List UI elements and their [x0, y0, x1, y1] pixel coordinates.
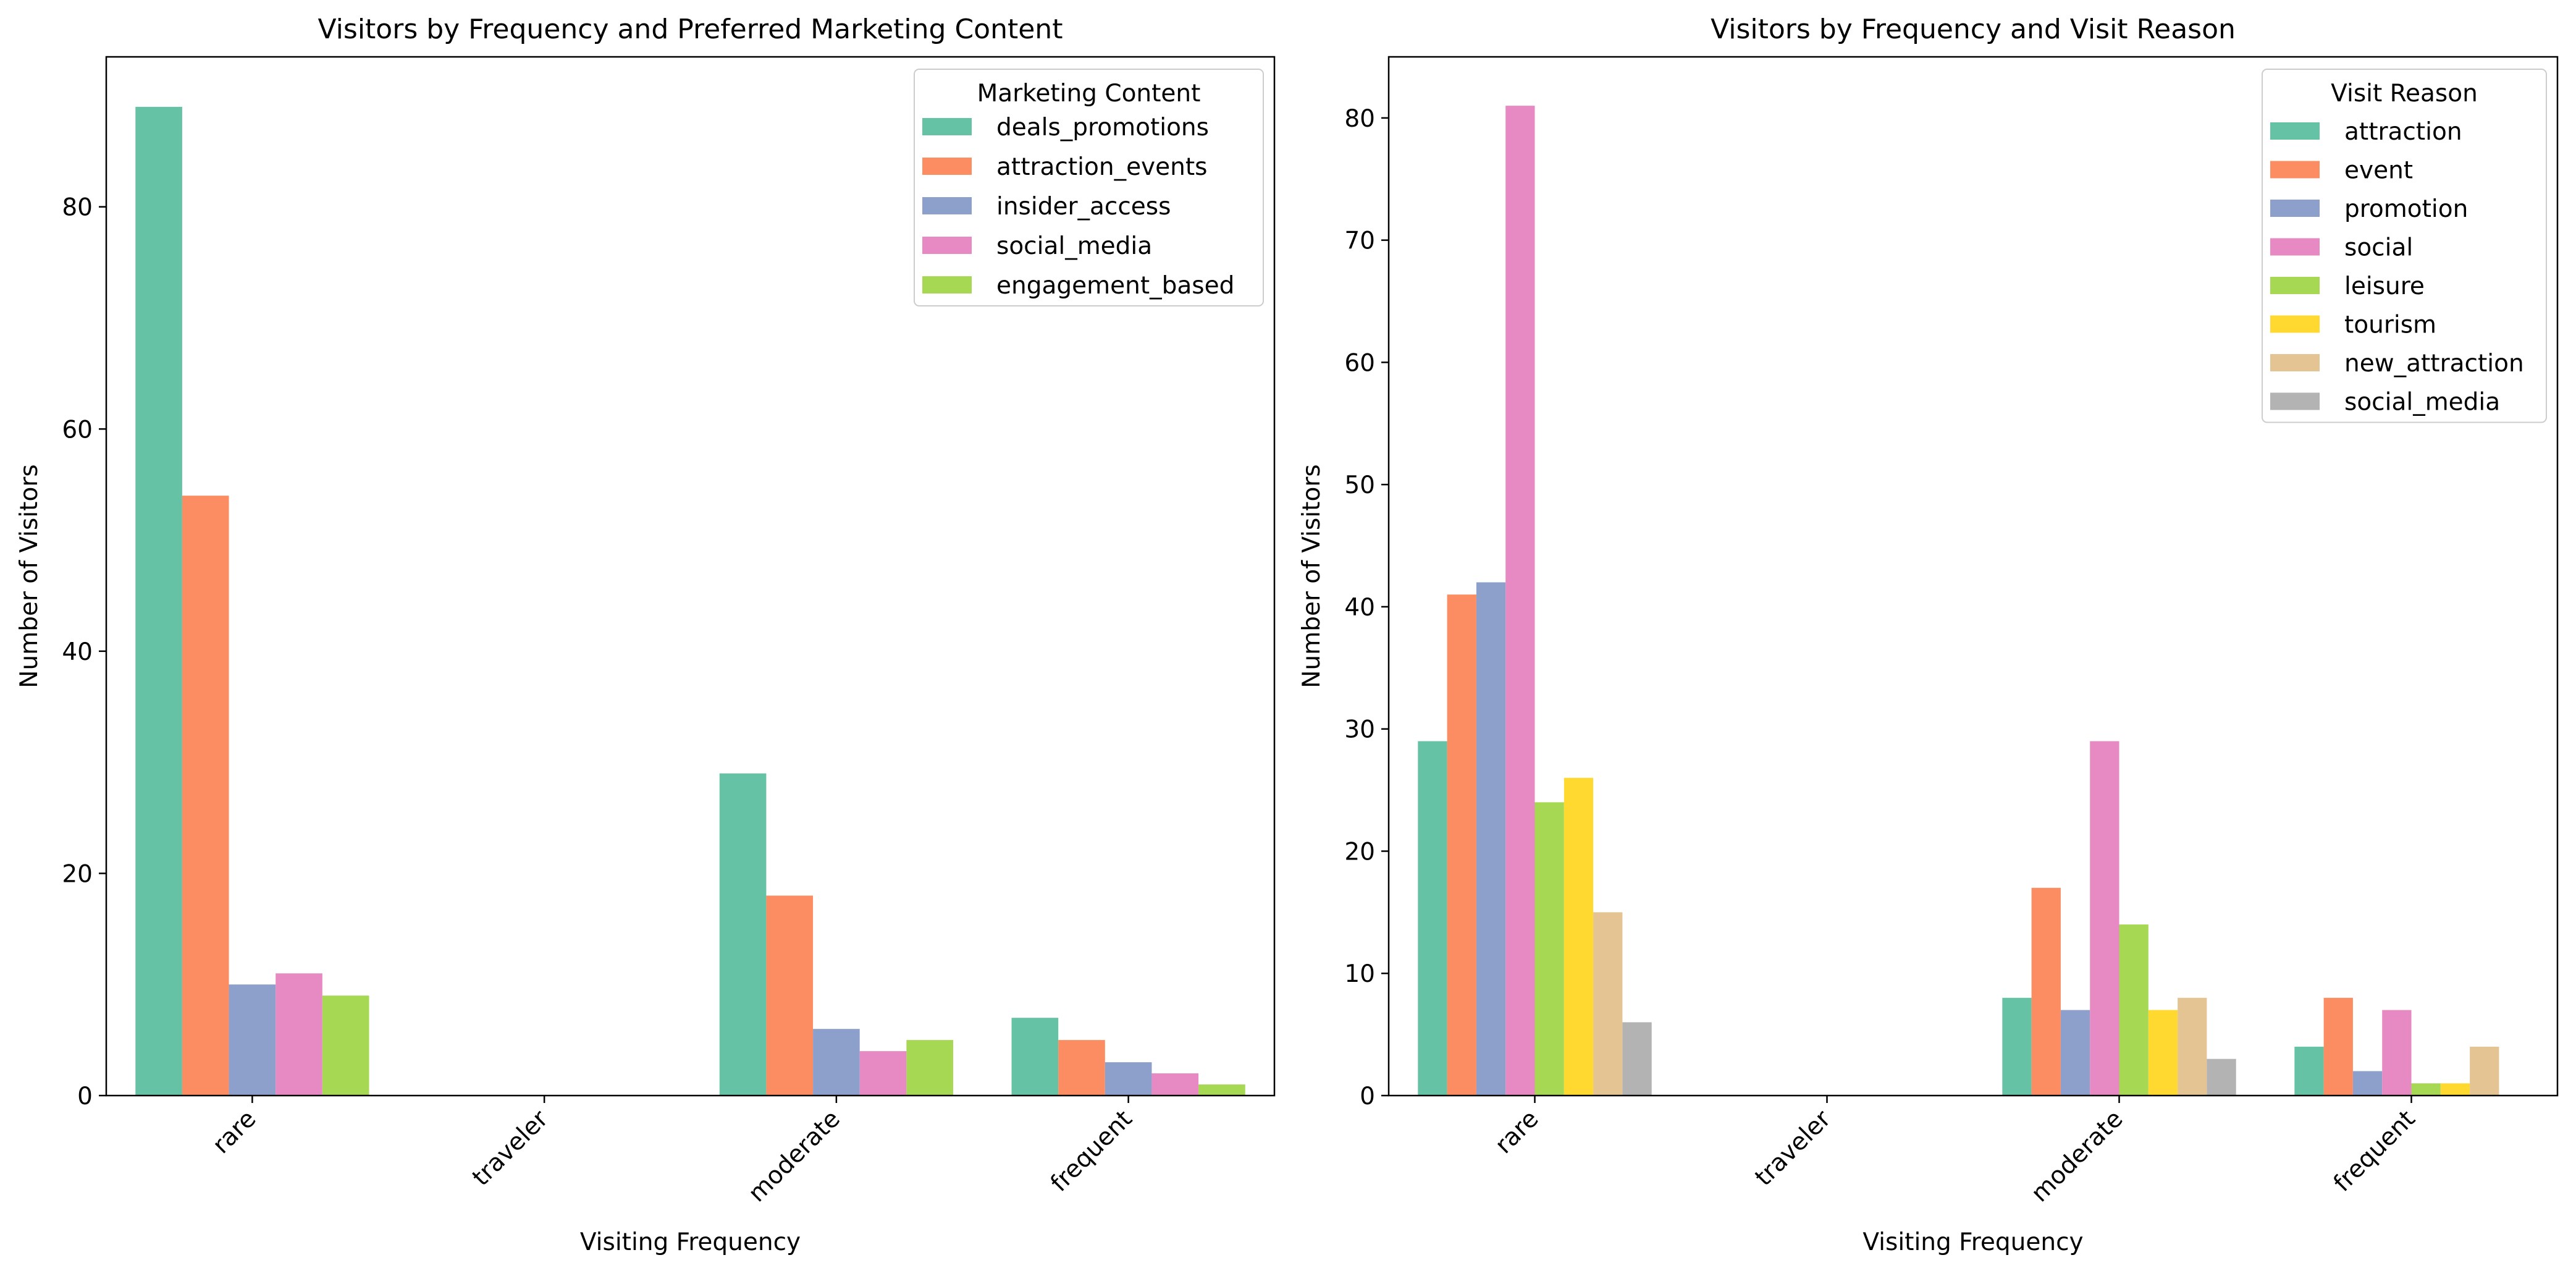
legend-swatch-leisure [2270, 277, 2320, 294]
y-tick-label: 20 [62, 860, 93, 888]
bar-engagement_based-frequent [1198, 1084, 1245, 1096]
bar-leisure-moderate [2119, 924, 2149, 1096]
bar-social-rare [1505, 106, 1535, 1096]
bar-event-rare [1447, 594, 1476, 1096]
y-axis-label: Number of Visitors [15, 464, 43, 688]
legend-swatch-deals_promotions [922, 118, 972, 135]
y-tick-label: 10 [1344, 960, 1375, 988]
bar-social_media-moderate [859, 1051, 907, 1096]
legend-label-leisure: leisure [2344, 273, 2425, 300]
bar-tourism-frequent [2440, 1083, 2470, 1096]
legend-swatch-tourism [2270, 315, 2320, 333]
bar-attraction-frequent [2294, 1046, 2324, 1096]
legend-label-social_media: social_media [996, 232, 1152, 260]
axes-frame [1387, 56, 2559, 1097]
bar-insider_access-frequent [1105, 1062, 1152, 1096]
y-tick-label: 0 [1360, 1083, 1375, 1110]
legend-swatch-social_media [2270, 392, 2320, 410]
chart-title: Visitors by Frequency and Preferred Mark… [318, 14, 1063, 45]
bar-attraction_events-rare [182, 496, 229, 1096]
legend-label-event: event [2344, 157, 2413, 185]
y-tick-label: 60 [62, 416, 93, 444]
bar-attraction_events-frequent [1058, 1040, 1105, 1096]
bar-social-moderate [2090, 741, 2119, 1096]
legend-label-attraction: attraction [2344, 118, 2462, 146]
legend-swatch-attraction [2270, 122, 2320, 140]
legend-title: Marketing Content [977, 80, 1201, 108]
legend-swatch-social_media [922, 237, 972, 254]
y-tick-label: 60 [1344, 349, 1375, 377]
legend-label-new_attraction: new_attraction [2344, 350, 2524, 378]
legend-label-engagement_based: engagement_based [996, 272, 1234, 300]
bar-insider_access-moderate [813, 1029, 860, 1096]
legend: Visit Reason attraction event promotion soci… [2262, 69, 2547, 423]
bar-promotion-rare [1476, 582, 1506, 1096]
legend-swatch-insider_access [922, 197, 972, 214]
y-axis-label: Number of Visitors [1298, 464, 1326, 688]
legend-label-insider_access: insider_access [996, 193, 1171, 221]
bar-event-frequent [2323, 997, 2353, 1096]
bar-promotion-moderate [2060, 1010, 2090, 1096]
legend-label-promotion: promotion [2344, 195, 2468, 223]
legend-title: Visit Reason [2331, 80, 2478, 108]
bar-tourism-rare [1564, 777, 1594, 1096]
legend-swatch-new_attraction [2270, 354, 2320, 371]
bar-social_media-frequent [1151, 1073, 1199, 1096]
bar-social_media-moderate [2207, 1058, 2236, 1096]
bar-attraction_events-moderate [766, 895, 814, 1096]
bar-leisure-rare [1534, 802, 1564, 1096]
bar-deals_promotions-moderate [719, 773, 767, 1096]
legend-label-deals_promotions: deals_promotions [996, 114, 1209, 142]
legend-swatch-social [2270, 238, 2320, 256]
y-tick-label: 50 [1344, 471, 1375, 499]
bar-social-frequent [2382, 1010, 2412, 1096]
bar-event-moderate [2031, 887, 2061, 1096]
bar-engagement_based-rare [322, 995, 369, 1096]
y-tick-label: 40 [62, 638, 93, 666]
legend-box [914, 69, 1264, 306]
y-tick-label: 0 [77, 1083, 93, 1110]
legend-swatch-engagement_based [922, 276, 972, 294]
bar-social_media-rare [1622, 1022, 1652, 1096]
bar-attraction-rare [1418, 741, 1447, 1096]
legend-box [2262, 69, 2547, 423]
y-tick-label: 80 [62, 194, 93, 222]
bar-tourism-moderate [2148, 1010, 2178, 1096]
y-tick-label: 20 [1344, 838, 1375, 866]
legend-swatch-event [2270, 161, 2320, 179]
bar-deals_promotions-rare [135, 106, 182, 1096]
legend-label-social: social [2344, 234, 2413, 262]
legend-label-social_media: social_media [2344, 389, 2500, 416]
legend-swatch-attraction_events [922, 158, 972, 175]
x-axis-label: Visiting Frequency [1863, 1228, 2083, 1256]
bar-leisure-frequent [2411, 1083, 2441, 1096]
y-tick-label: 30 [1344, 716, 1375, 744]
bar-attraction-moderate [2002, 997, 2032, 1096]
bar-engagement_based-moderate [906, 1040, 953, 1096]
legend-label-tourism: tourism [2344, 311, 2436, 339]
axes-frame [105, 56, 1276, 1097]
legend-swatch-promotion [2270, 200, 2320, 217]
bar-social_media-rare [276, 973, 322, 1096]
x-axis-label: Visiting Frequency [580, 1228, 801, 1256]
y-tick-label: 40 [1344, 594, 1375, 622]
bar-deals_promotions-frequent [1011, 1018, 1059, 1096]
bar-new_attraction-rare [1593, 912, 1623, 1096]
bar-insider_access-rare [229, 984, 276, 1096]
legend: Marketing Content deals_promotionsattract… [914, 69, 1264, 306]
legend-label-attraction_events: attraction_events [996, 153, 1207, 181]
bar-promotion-frequent [2352, 1071, 2383, 1096]
y-tick-label: 80 [1344, 105, 1375, 133]
bar-new_attraction-moderate [2178, 997, 2207, 1096]
chart-title: Visitors by Frequency and Visit Reason [1711, 14, 2236, 45]
y-tick-label: 70 [1344, 227, 1375, 255]
bar-new_attraction-frequent [2470, 1046, 2499, 1096]
